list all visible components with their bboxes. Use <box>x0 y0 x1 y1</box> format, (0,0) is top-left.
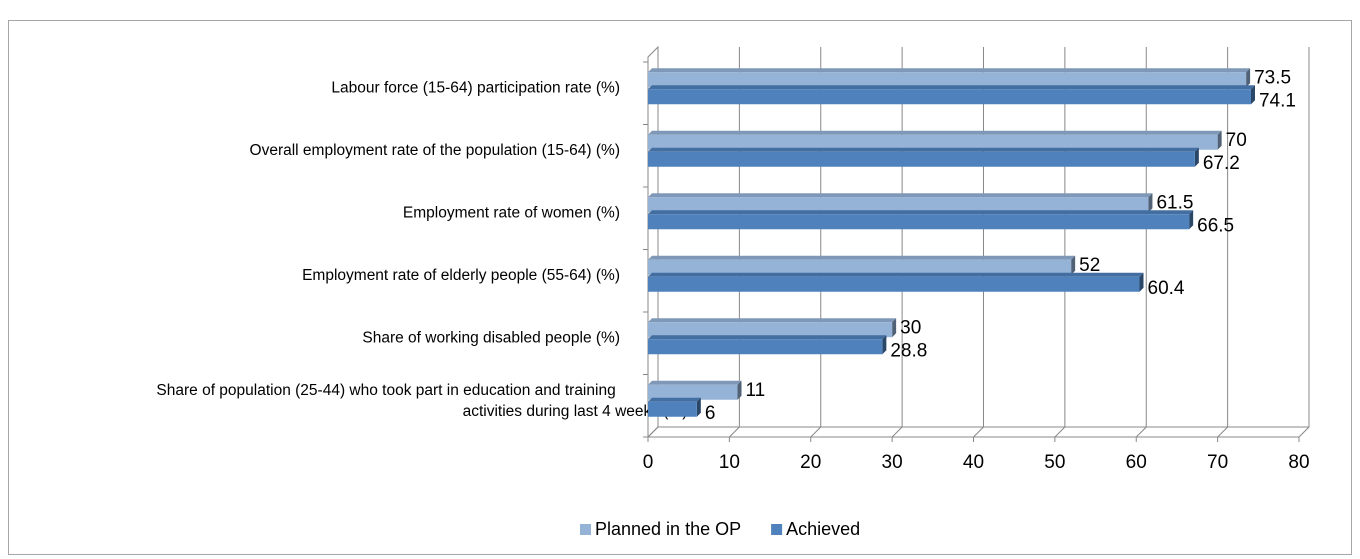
bar <box>648 380 742 400</box>
grid-line <box>810 47 822 438</box>
grid-line <box>647 47 659 438</box>
bar-face <box>648 276 1140 292</box>
bar-top <box>648 210 1194 215</box>
x-tick-label: 80 <box>1288 452 1309 473</box>
bar-side <box>1250 85 1255 105</box>
bar-face <box>648 89 1251 105</box>
bar-face <box>648 214 1190 230</box>
bar-top <box>648 335 887 340</box>
value-label: 73.5 <box>1254 67 1291 88</box>
value-label: 52 <box>1079 255 1100 276</box>
bar <box>648 397 701 417</box>
bar <box>648 335 887 355</box>
x-tick-label: 70 <box>1207 452 1228 473</box>
legend-swatch <box>771 524 783 535</box>
bar <box>648 68 1251 88</box>
grid-line <box>1135 47 1147 438</box>
bar-face <box>648 401 697 417</box>
x-tick-label: 60 <box>1126 452 1147 473</box>
bar-top <box>648 130 1222 135</box>
value-label: 67.2 <box>1203 153 1240 174</box>
legend-label: Achieved <box>786 519 860 539</box>
legend-label: Planned in the OP <box>595 519 741 539</box>
label-line: Share of population (25-44) who took par… <box>156 382 620 399</box>
value-label: 30 <box>900 317 921 338</box>
bar-face <box>648 322 893 338</box>
grid-line <box>891 47 903 438</box>
bar-top <box>648 272 1144 277</box>
bar-side <box>882 335 887 355</box>
grid-line <box>729 47 740 438</box>
value-label: 11 <box>746 380 766 401</box>
bar <box>648 193 1153 213</box>
bar-side <box>696 397 701 417</box>
bar-side <box>737 380 742 400</box>
grid-line <box>1217 47 1229 438</box>
y-tick-label: Employment rate of women (%) <box>403 204 620 221</box>
bar-side <box>892 318 897 338</box>
bar <box>648 210 1194 230</box>
bar <box>648 272 1144 292</box>
y-tick-label: Employment rate of elderly people (55-64… <box>302 267 620 284</box>
y-tick-label: Share of population (25-44) who took par… <box>156 382 687 420</box>
bar <box>648 147 1199 167</box>
legend-swatch <box>580 524 591 535</box>
bar <box>648 318 897 338</box>
bar-face <box>648 151 1195 167</box>
x-tick-label: 30 <box>882 452 903 473</box>
bar-side <box>1148 193 1153 213</box>
bar-top <box>648 318 897 323</box>
y-tick-label: Overall employment rate of the populatio… <box>250 142 620 159</box>
bar-side <box>1194 147 1199 167</box>
bar-face <box>648 134 1218 150</box>
value-label: 60.4 <box>1148 278 1185 299</box>
bar-face <box>648 384 738 400</box>
bar-face <box>648 72 1247 88</box>
bar-top <box>648 68 1251 73</box>
value-label: 61.5 <box>1156 192 1193 213</box>
label-line: activities during last 4 weeks (%) <box>463 403 688 420</box>
bar-side <box>1139 272 1144 292</box>
bar-side <box>1217 130 1222 150</box>
bar-top <box>648 380 742 385</box>
bar-top <box>648 147 1199 152</box>
bar-face <box>648 259 1072 275</box>
bar-side <box>1071 255 1076 275</box>
bar-top <box>648 397 701 402</box>
bar-face <box>648 339 883 355</box>
y-tick-label: Labour force (15-64) participation rate … <box>331 79 620 96</box>
value-label: 70 <box>1226 130 1247 151</box>
bar-top <box>648 255 1076 260</box>
x-tick-label: 10 <box>719 452 740 473</box>
bar-top <box>648 85 1255 90</box>
value-label: 28.8 <box>890 340 927 361</box>
value-label: 6 <box>705 403 716 424</box>
y-tick-label: Share of working disabled people (%) <box>362 329 620 346</box>
bar-side <box>1189 210 1194 230</box>
x-tick-label: 20 <box>800 452 821 473</box>
bar-side <box>1246 68 1251 88</box>
x-tick-label: 0 <box>643 452 654 473</box>
grid-line <box>973 47 984 438</box>
grid-line <box>1054 47 1066 438</box>
bar <box>648 255 1076 275</box>
grid-line <box>1298 47 1310 438</box>
value-label: 66.5 <box>1197 215 1234 236</box>
x-tick-label: 40 <box>963 452 984 473</box>
x-tick-label: 50 <box>1044 452 1065 473</box>
bar-top <box>648 193 1153 198</box>
bar <box>648 130 1222 150</box>
value-label: 74.1 <box>1259 90 1296 111</box>
bar <box>648 85 1255 105</box>
bar-face <box>648 197 1149 213</box>
axis-wall <box>647 45 659 439</box>
